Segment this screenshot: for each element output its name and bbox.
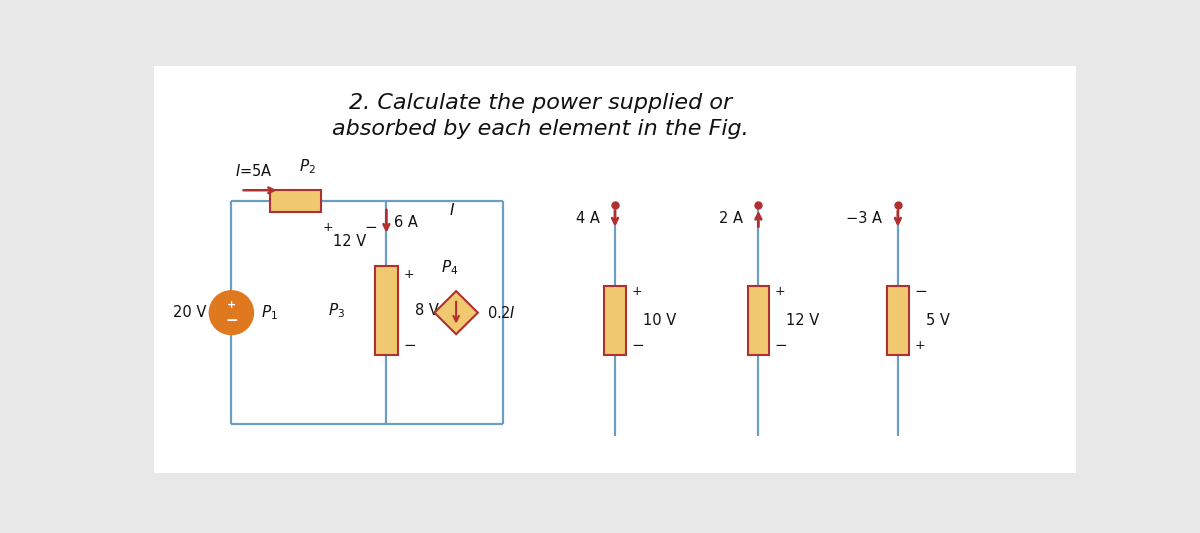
Text: +: + xyxy=(227,300,236,310)
Text: 20 V: 20 V xyxy=(173,305,206,320)
Text: $I$=5A: $I$=5A xyxy=(235,164,274,180)
Text: +: + xyxy=(775,285,785,298)
Text: −: − xyxy=(914,285,926,300)
Text: 6 A: 6 A xyxy=(394,215,418,230)
Text: +: + xyxy=(914,340,925,352)
Text: $\it{I}$: $\it{I}$ xyxy=(449,202,455,218)
Text: $P_3$: $P_3$ xyxy=(329,301,346,320)
Text: 4 A: 4 A xyxy=(576,211,600,226)
Text: 10 V: 10 V xyxy=(643,313,676,328)
Text: 8 V: 8 V xyxy=(415,303,439,318)
Bar xyxy=(270,190,320,212)
Text: 12 V: 12 V xyxy=(332,233,366,248)
Text: +: + xyxy=(323,222,334,235)
Bar xyxy=(887,286,908,355)
Text: −: − xyxy=(365,221,378,236)
Text: +: + xyxy=(403,268,414,281)
Polygon shape xyxy=(434,291,478,334)
Text: 2. Calculate the power supplied or
absorbed by each element in the Fig.: 2. Calculate the power supplied or absor… xyxy=(332,93,749,139)
Text: −: − xyxy=(226,313,238,328)
Text: −3 A: −3 A xyxy=(846,211,882,226)
Bar xyxy=(374,266,398,355)
Bar xyxy=(604,286,626,355)
Text: +: + xyxy=(631,285,642,298)
Text: $P_1$: $P_1$ xyxy=(260,303,277,322)
Text: −: − xyxy=(631,338,644,353)
Text: 2 A: 2 A xyxy=(719,211,743,226)
Text: 12 V: 12 V xyxy=(786,313,820,328)
Bar xyxy=(748,286,769,355)
Text: 5 V: 5 V xyxy=(925,313,949,328)
Text: 0.2$I$: 0.2$I$ xyxy=(487,305,516,321)
Text: $P_2$: $P_2$ xyxy=(299,158,316,176)
Circle shape xyxy=(210,291,253,334)
Text: $P_4$: $P_4$ xyxy=(442,259,458,277)
Text: −: − xyxy=(775,338,787,353)
Text: −: − xyxy=(403,338,416,353)
